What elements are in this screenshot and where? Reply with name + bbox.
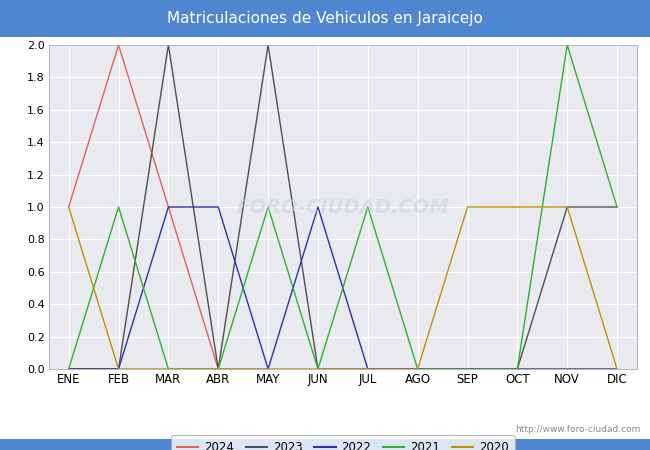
Text: Matriculaciones de Vehiculos en Jaraicejo: Matriculaciones de Vehiculos en Jaraicej… [167,11,483,26]
Legend: 2024, 2023, 2022, 2021, 2020: 2024, 2023, 2022, 2021, 2020 [171,436,515,450]
Text: http://www.foro-ciudad.com: http://www.foro-ciudad.com [515,425,640,434]
Text: FORO-CIUDAD.COM: FORO-CIUDAD.COM [237,198,449,216]
